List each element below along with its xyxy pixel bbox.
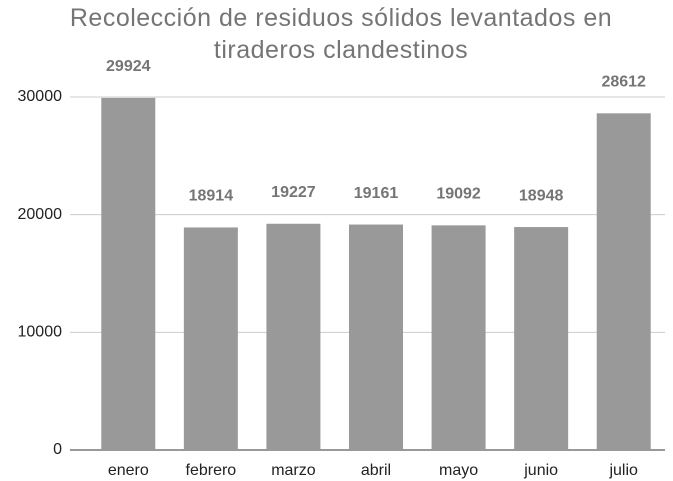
- x-tick-label: enero: [108, 462, 149, 479]
- x-tick-label: febrero: [186, 462, 237, 479]
- bar: [183, 227, 238, 450]
- y-tick-label: 30000: [18, 88, 63, 105]
- value-label: 19161: [354, 185, 399, 202]
- value-label: 28612: [601, 74, 646, 91]
- bar: [514, 227, 569, 450]
- x-tick-label: abril: [361, 462, 391, 479]
- value-label: 18948: [519, 187, 564, 204]
- value-label: 19227: [271, 184, 316, 201]
- bar: [596, 113, 651, 451]
- y-tick-label: 20000: [18, 206, 63, 223]
- y-tick-label: 10000: [18, 324, 63, 341]
- value-label: 29924: [106, 58, 151, 75]
- bar: [431, 225, 486, 450]
- x-tick-label: mayo: [439, 462, 478, 479]
- bar: [101, 97, 156, 451]
- chart-title: Recolección de residuos sólidos levantad…: [69, 4, 613, 64]
- x-tick-label: julio: [608, 462, 638, 479]
- y-tick-label: 0: [53, 441, 62, 458]
- value-label: 19092: [436, 186, 481, 203]
- bar: [266, 223, 321, 450]
- bar: [349, 224, 403, 450]
- x-tick-label: marzo: [271, 462, 316, 479]
- x-tick-label: junio: [523, 462, 558, 479]
- value-label: 18914: [189, 188, 234, 205]
